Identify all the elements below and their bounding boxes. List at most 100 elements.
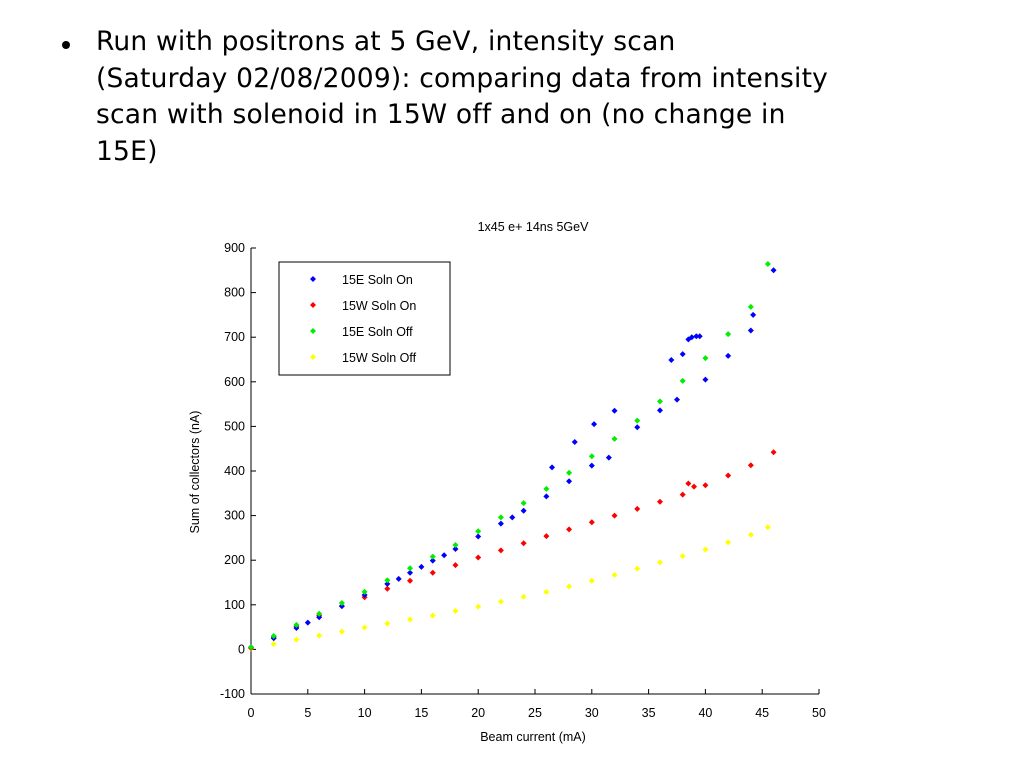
y-tick-label: -100	[220, 687, 245, 701]
legend-marker	[310, 302, 316, 308]
series-15e-soln-on	[248, 267, 777, 651]
data-point	[543, 588, 550, 595]
data-point	[747, 531, 754, 538]
data-point	[407, 569, 414, 576]
data-point	[270, 641, 277, 648]
data-point	[316, 632, 323, 639]
bullet-text: Run with positrons at 5 GeV, intensity s…	[96, 26, 829, 167]
x-tick-label: 10	[358, 706, 372, 720]
y-tick-label: 0	[238, 642, 245, 656]
x-tick-label: 25	[528, 706, 542, 720]
data-point	[674, 396, 680, 403]
legend-marker	[310, 276, 316, 282]
x-tick-label: 5	[304, 706, 311, 720]
x-tick-label: 45	[755, 706, 769, 720]
data-point	[407, 565, 414, 572]
data-point	[656, 398, 663, 405]
data-point	[679, 491, 686, 498]
data-point	[429, 612, 436, 619]
x-tick-label: 40	[698, 706, 712, 720]
data-point	[588, 453, 595, 460]
slide-text-block: Run with positrons at 5 GeV, intensity s…	[58, 24, 958, 170]
data-point	[770, 267, 777, 274]
data-point	[384, 577, 391, 584]
data-point	[543, 493, 550, 500]
data-point	[395, 575, 402, 582]
data-point	[452, 542, 459, 549]
data-point	[270, 633, 277, 640]
data-point	[693, 333, 700, 340]
legend-label: 15E Soln Off	[342, 325, 413, 339]
data-point	[520, 593, 527, 600]
data-point	[634, 424, 641, 431]
data-point	[656, 498, 663, 505]
axis-ticks: 0 5 10 15 20 25 30 35 40 45 50-1000100200300400500…	[220, 241, 826, 720]
data-point	[702, 355, 709, 362]
data-point	[338, 628, 345, 635]
data-point	[611, 407, 618, 414]
data-point	[520, 500, 527, 507]
data-point	[543, 533, 550, 540]
x-tick-label: 20	[471, 706, 485, 720]
data-point	[452, 608, 459, 615]
data-point	[475, 554, 482, 561]
data-point	[316, 614, 323, 621]
data-point	[475, 528, 482, 535]
data-point	[293, 621, 300, 628]
bullet-dot-icon	[62, 41, 70, 49]
legend-marker	[310, 328, 316, 334]
data-point	[407, 616, 414, 623]
data-points	[248, 261, 777, 652]
data-point	[634, 565, 641, 572]
data-point	[591, 421, 598, 428]
data-point	[497, 547, 504, 554]
data-point	[702, 482, 709, 489]
legend-label: 15W Soln Off	[342, 351, 417, 365]
data-point	[418, 563, 425, 570]
data-point	[668, 356, 675, 363]
data-point	[747, 462, 754, 469]
data-point	[747, 303, 754, 310]
data-point	[764, 524, 771, 531]
data-point	[691, 483, 698, 490]
data-point	[656, 559, 663, 566]
data-point	[441, 552, 448, 559]
data-point	[611, 435, 618, 442]
data-point	[384, 620, 391, 627]
data-point	[725, 352, 732, 359]
data-point	[407, 577, 414, 584]
data-point	[688, 334, 695, 341]
data-point	[475, 533, 482, 540]
series-15w-soln-off	[248, 524, 771, 652]
data-point	[634, 505, 641, 512]
data-point	[725, 539, 732, 546]
data-point	[338, 600, 345, 607]
data-point	[361, 624, 368, 631]
data-point	[384, 580, 391, 587]
data-point	[764, 261, 771, 268]
chart-legend: 15E Soln On 15W Soln On 15E Soln Off 15W So…	[278, 261, 451, 376]
y-tick-label: 900	[224, 241, 245, 255]
data-point	[566, 478, 573, 485]
data-point	[725, 331, 732, 338]
series-15e-soln-off	[248, 261, 771, 651]
y-tick-label: 600	[224, 375, 245, 389]
data-point	[566, 526, 573, 533]
data-point	[543, 485, 550, 492]
data-point	[429, 553, 436, 560]
data-point	[304, 619, 311, 626]
data-point	[509, 514, 516, 521]
data-point	[497, 514, 504, 521]
data-point	[566, 469, 573, 476]
y-tick-label: 500	[224, 419, 245, 433]
data-point	[679, 377, 686, 384]
y-tick-label: 200	[224, 553, 245, 567]
x-tick-label: 30	[585, 706, 599, 720]
data-point	[725, 472, 732, 479]
data-point	[293, 624, 300, 631]
data-point	[770, 449, 777, 456]
data-point	[361, 591, 368, 598]
data-point	[475, 603, 482, 610]
legend-box	[278, 261, 451, 376]
legend-label: 15W Soln On	[342, 299, 416, 313]
